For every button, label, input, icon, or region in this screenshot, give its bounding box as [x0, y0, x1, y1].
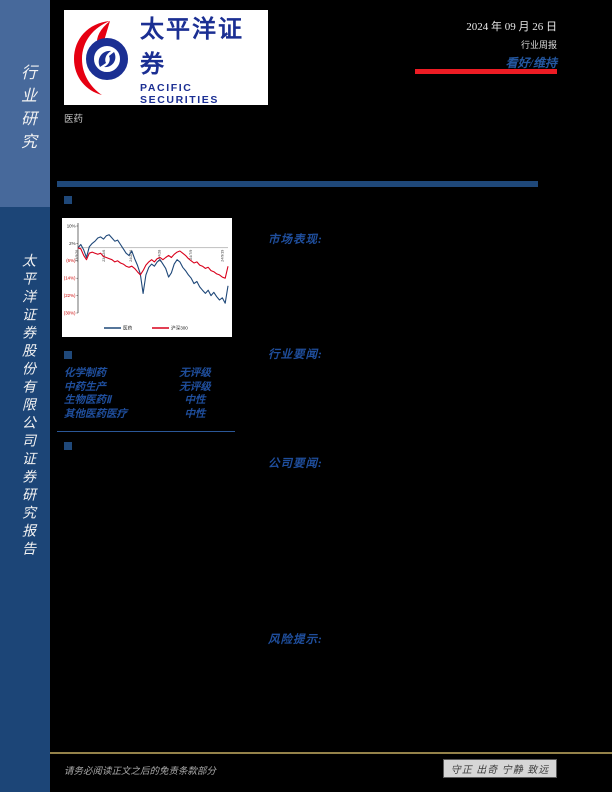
report-title-bar: [57, 181, 538, 187]
svg-text:沪深300: 沪深300: [171, 325, 188, 332]
pacific-securities-logo-icon: [74, 20, 128, 95]
market-performance-chart-box: 10% 2% (6%) (14%) (22%) (30%) 23/9/26 23/12/6 24…: [62, 218, 232, 337]
sidebar-bottom-label: 太平洋证券股份有限公司证券研究报告: [20, 253, 35, 559]
section-market-performance: 市场表现:: [268, 234, 323, 246]
svg-text:24/2/16: 24/2/16: [129, 250, 133, 262]
report-type: 行业周报: [520, 40, 557, 50]
svg-text:(30%): (30%): [64, 310, 76, 315]
rating-row-name: 生物医药Ⅱ: [64, 395, 112, 406]
svg-text:23/12/6: 23/12/6: [102, 250, 106, 262]
logo-english-name: PACIFIC SECURITIES: [140, 82, 220, 106]
sidebar-top-label: 行业研究: [18, 64, 35, 156]
svg-text:24/4/28: 24/4/28: [158, 250, 162, 262]
rating-row-name: 其他医药医疗: [64, 408, 127, 420]
rating-row: 其他医药医疗 中性: [64, 409, 236, 422]
svg-text:24/7/9: 24/7/9: [189, 250, 193, 260]
rating-row-name: 中药生产: [64, 381, 106, 393]
industry-rating: 看好/维持: [505, 56, 557, 70]
rating-row: 中药生产 无评级: [64, 382, 236, 395]
section-industry-news: 行业要闻:: [268, 349, 323, 361]
market-chart: 10% 2% (6%) (14%) (22%) (30%) 23/9/26 23/12/6 24…: [64, 223, 229, 332]
rating-row-value: 无评级: [179, 381, 211, 393]
svg-text:医药: 医药: [123, 325, 133, 332]
svg-text:10%: 10%: [67, 223, 76, 228]
subindustry-ratings-table: 化学制药 无评级 中药生产 无评级 生物医药Ⅱ 中性 其他医药医疗 中性: [64, 368, 236, 422]
section-risk-warning: 风险提示:: [268, 634, 323, 646]
sidebar-industry-research: 行业研究: [0, 0, 50, 207]
sidebar-company-strip: 太平洋证券股份有限公司证券研究报告: [0, 207, 50, 792]
svg-text:23/9/26: 23/9/26: [75, 250, 79, 262]
rating-row-value: 无评级: [179, 368, 211, 379]
rating-row: 化学制药 无评级: [64, 368, 236, 381]
svg-text:(6%): (6%): [66, 258, 76, 263]
svg-text:(22%): (22%): [64, 293, 76, 298]
footer-disclaimer: 请务必阅读正文之后的免责条款部分: [64, 767, 217, 777]
section-bullet-chart-icon: [64, 196, 72, 204]
rating-row: 生物医药Ⅱ 中性: [64, 395, 236, 408]
rating-row-name: 化学制药: [64, 368, 106, 379]
rating-row-value: 中性: [184, 395, 206, 406]
footer-motto: 守正 出奇 宁静 致远: [443, 759, 557, 778]
footer-divider: [50, 752, 612, 754]
section-bullet-ratings-icon: [64, 351, 72, 359]
svg-text:24/9/19: 24/9/19: [221, 250, 225, 262]
logo-chinese-name: 太平洋证券: [140, 16, 244, 78]
rating-row-value: 中性: [184, 408, 206, 420]
section-company-news: 公司要闻:: [268, 458, 323, 470]
company-logo: 太平洋证券 PACIFIC SECURITIES: [64, 10, 268, 106]
industry-name: 医药: [64, 114, 84, 125]
section-bullet-analyst-icon: [64, 442, 72, 450]
rating-underline: [415, 69, 557, 74]
svg-text:(14%): (14%): [64, 276, 76, 281]
report-date: 2024 年 09 月 26 日: [466, 21, 557, 33]
ratings-table-rule: [57, 431, 235, 432]
svg-text:2%: 2%: [69, 241, 75, 246]
